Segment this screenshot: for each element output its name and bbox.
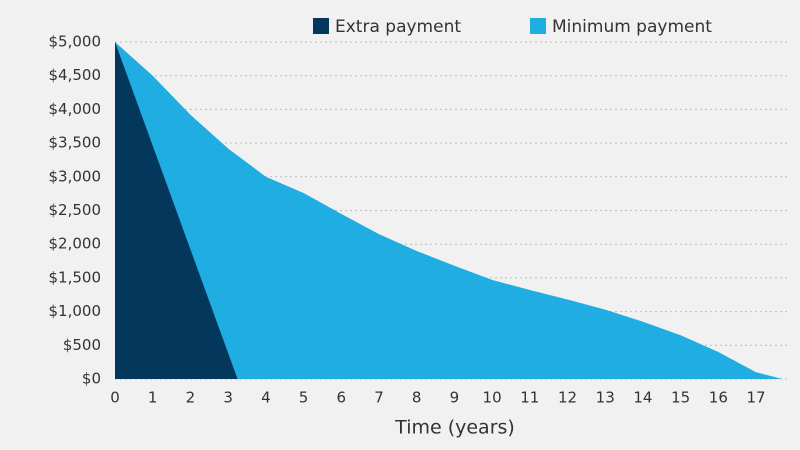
y-tick-label: $4,500 bbox=[49, 66, 102, 84]
y-tick-label: $3,000 bbox=[49, 167, 102, 185]
legend-swatch bbox=[313, 18, 329, 34]
x-tick-label: 9 bbox=[450, 389, 460, 407]
legend-swatch bbox=[530, 18, 546, 34]
x-tick-label: 13 bbox=[596, 389, 615, 407]
x-tick-label: 15 bbox=[671, 389, 690, 407]
x-tick-label: 2 bbox=[186, 389, 196, 407]
x-tick-label: 7 bbox=[374, 389, 384, 407]
y-tick-label: $1,500 bbox=[49, 268, 102, 286]
x-tick-label: 1 bbox=[148, 389, 158, 407]
y-tick-label: $1,000 bbox=[49, 302, 102, 320]
x-tick-label: 10 bbox=[483, 389, 502, 407]
x-tick-label: 14 bbox=[633, 389, 652, 407]
x-tick-label: 17 bbox=[747, 389, 766, 407]
x-axis-label: Time (years) bbox=[394, 417, 515, 439]
x-tick-label: 3 bbox=[223, 389, 233, 407]
y-tick-label: $500 bbox=[63, 336, 101, 354]
area bbox=[115, 42, 783, 379]
area bbox=[115, 42, 238, 379]
y-tick-label: $0 bbox=[82, 370, 101, 388]
y-tick-label: $3,500 bbox=[49, 134, 102, 152]
y-tick-label: $4,000 bbox=[49, 100, 102, 118]
x-tick-label: 0 bbox=[110, 389, 120, 407]
x-tick-label: 11 bbox=[520, 389, 539, 407]
x-tick-label: 6 bbox=[336, 389, 346, 407]
y-tick-label: $2,500 bbox=[49, 201, 102, 219]
x-tick-label: 12 bbox=[558, 389, 577, 407]
legend-label: Extra payment bbox=[335, 17, 461, 37]
y-tick-label: $2,000 bbox=[49, 235, 102, 253]
x-tick-label: 4 bbox=[261, 389, 271, 407]
x-tick-label: 5 bbox=[299, 389, 309, 407]
x-tick-label: 8 bbox=[412, 389, 422, 407]
y-tick-label: $5,000 bbox=[49, 33, 102, 51]
legend-label: Minimum payment bbox=[552, 17, 712, 37]
x-tick-label: 16 bbox=[709, 389, 728, 407]
